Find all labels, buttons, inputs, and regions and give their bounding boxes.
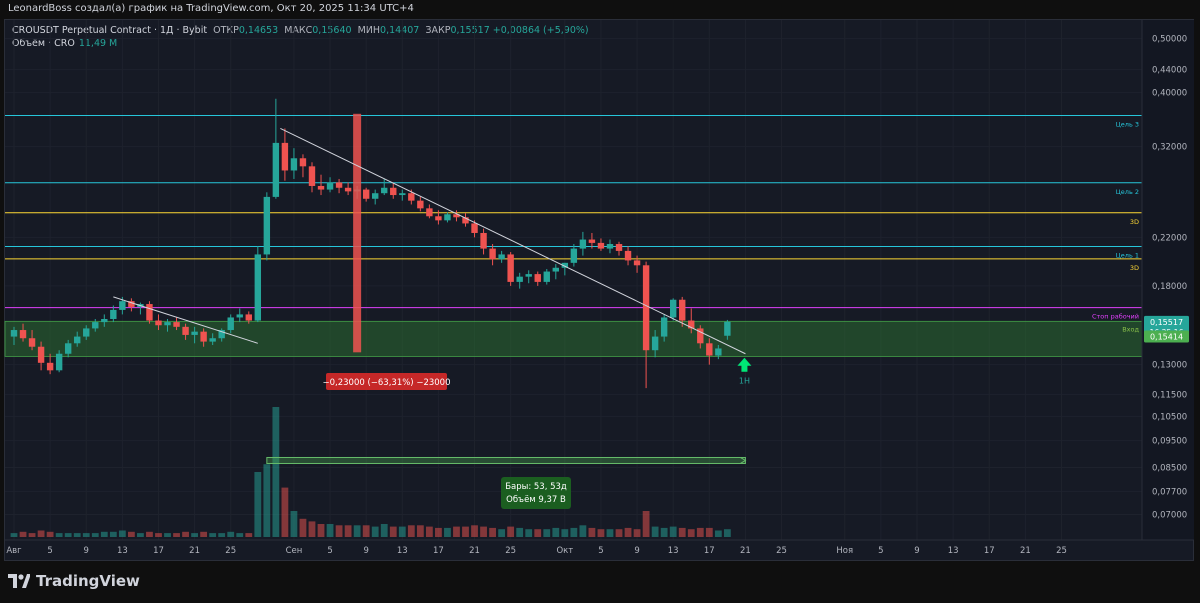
- volume-header: Объём · CRO 11,49 M: [12, 38, 117, 49]
- chart-frame[interactable]: [4, 19, 1194, 561]
- volume-label[interactable]: Объём · CRO: [12, 38, 75, 49]
- change-value: +0,00864 (+5,90%): [492, 25, 589, 36]
- high-value: 0,15640: [312, 25, 352, 36]
- low-value: 0,14407: [380, 25, 420, 36]
- symbol-header: CROUSDT Perpetual Contract · 1Д · Bybit …: [12, 25, 589, 36]
- open-label: ОТКР: [213, 25, 239, 36]
- tradingview-logo[interactable]: TradingView: [8, 572, 140, 590]
- volume-value: 11,49 M: [78, 38, 118, 49]
- low-label: МИН: [357, 25, 381, 36]
- open-value: 0,14653: [238, 25, 279, 36]
- symbol-name[interactable]: CROUSDT Perpetual Contract · 1Д · Bybit: [12, 25, 208, 36]
- publisher-line: LeonardBoss создал(а) график на TradingV…: [8, 3, 414, 14]
- high-label: МАКС: [284, 25, 313, 36]
- close-value: 0,15517: [450, 25, 490, 36]
- currency-button[interactable]: USDT: [1147, 23, 1185, 41]
- tradingview-logo-text: TradingView: [36, 572, 140, 590]
- tradingview-logo-icon: [8, 574, 30, 588]
- close-label: ЗАКР: [425, 25, 451, 36]
